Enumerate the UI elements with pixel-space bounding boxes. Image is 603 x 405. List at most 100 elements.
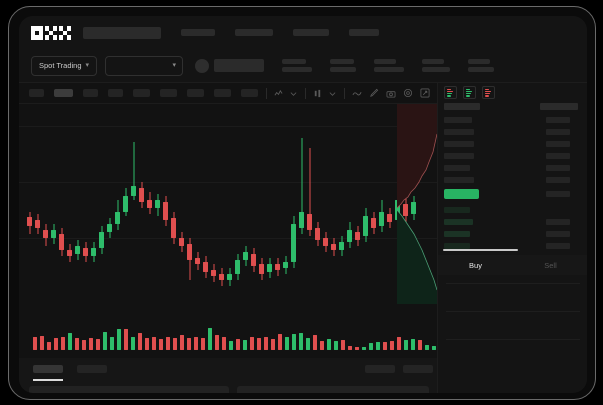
volume-bar bbox=[313, 335, 317, 350]
toolbar-divider bbox=[266, 87, 267, 99]
gridline bbox=[19, 126, 437, 127]
volume-bar bbox=[187, 338, 191, 350]
orderbook-ask-row[interactable] bbox=[444, 129, 474, 135]
logo-glyph-k bbox=[45, 25, 57, 40]
orderbook-ask-size bbox=[546, 177, 570, 183]
chevron-down-icon[interactable] bbox=[290, 90, 297, 97]
orderbook[interactable] bbox=[438, 103, 587, 249]
candle bbox=[187, 104, 192, 304]
candle bbox=[27, 104, 32, 304]
pair-select[interactable]: ▾ bbox=[105, 55, 184, 76]
timeframe-button-1[interactable] bbox=[29, 89, 44, 97]
nav-item-3[interactable] bbox=[293, 29, 329, 36]
orderbook-bid-row[interactable] bbox=[444, 243, 470, 249]
chart-toolbar bbox=[19, 83, 437, 104]
trading-mode-select[interactable]: Spot Trading ▾ bbox=[31, 55, 98, 76]
orderbook-bid-row[interactable] bbox=[444, 207, 470, 213]
bottom-card-2[interactable] bbox=[237, 386, 429, 393]
okx-logo-icon[interactable] bbox=[31, 25, 73, 40]
nav-item-4[interactable] bbox=[349, 29, 379, 36]
volume-bar bbox=[159, 339, 163, 350]
candlestick-chart[interactable] bbox=[19, 104, 437, 304]
orderbook-mode-bids-icon[interactable] bbox=[463, 86, 476, 99]
tab-sell[interactable]: Sell bbox=[544, 260, 557, 270]
volume-bar bbox=[131, 337, 135, 350]
orderbook-bid-row[interactable] bbox=[444, 219, 473, 225]
candle bbox=[403, 104, 408, 304]
volume-bar bbox=[278, 334, 282, 350]
bottom-action-2[interactable] bbox=[403, 365, 433, 373]
candle bbox=[99, 104, 104, 304]
orderbook-ask-row[interactable] bbox=[444, 177, 474, 183]
nav-item-1[interactable] bbox=[181, 29, 215, 36]
volume-bar bbox=[117, 329, 121, 350]
orderbook-ask-row[interactable] bbox=[444, 165, 470, 171]
volume-bar bbox=[236, 339, 240, 350]
gridline bbox=[19, 182, 437, 183]
bottom-tab-1[interactable] bbox=[33, 365, 63, 373]
orderbook-ask-row[interactable] bbox=[444, 141, 474, 147]
order-form-divider bbox=[446, 311, 580, 312]
top-navigation-bar bbox=[19, 16, 587, 49]
volume-bar bbox=[285, 337, 289, 350]
volume-bar bbox=[201, 338, 205, 350]
candle bbox=[83, 104, 88, 304]
timeframe-button-2[interactable] bbox=[54, 89, 73, 97]
orderbook-ask-size bbox=[546, 129, 570, 135]
orderbook-ask-size bbox=[546, 141, 570, 147]
orderbook-mode-asks-icon[interactable] bbox=[482, 86, 495, 99]
volume-bar bbox=[82, 340, 86, 350]
trading-mode-label: Spot Trading bbox=[39, 61, 82, 70]
volume-bar bbox=[33, 337, 37, 350]
orderbook-ask-row[interactable] bbox=[444, 153, 474, 159]
chart-type-icon[interactable] bbox=[313, 89, 322, 98]
fullscreen-icon[interactable] bbox=[420, 88, 430, 98]
settings-gear-icon[interactable] bbox=[403, 88, 413, 98]
toolbar-divider bbox=[344, 87, 345, 99]
orderbook-ask-size bbox=[546, 153, 570, 159]
toolbar-divider bbox=[305, 87, 306, 99]
candle bbox=[67, 104, 72, 304]
volume-histogram[interactable] bbox=[19, 304, 437, 358]
orderbook-scrollbar[interactable] bbox=[443, 249, 518, 251]
candle bbox=[171, 104, 176, 304]
candle bbox=[379, 104, 384, 304]
candle bbox=[179, 104, 184, 304]
orderbook-mode-both-icon[interactable] bbox=[444, 86, 457, 99]
ticker-stat-1 bbox=[282, 59, 313, 72]
timeframe-button-4[interactable] bbox=[108, 89, 123, 97]
timeframe-button-3[interactable] bbox=[83, 89, 98, 97]
volume-bar bbox=[138, 333, 142, 350]
volume-bar bbox=[390, 341, 394, 350]
bottom-tab-active-underline bbox=[33, 379, 63, 381]
search-input[interactable] bbox=[83, 26, 161, 39]
order-form-divider bbox=[446, 339, 580, 340]
timeframe-button-5[interactable] bbox=[133, 89, 150, 97]
indicators-icon[interactable] bbox=[274, 89, 283, 98]
timeframe-button-7[interactable] bbox=[187, 89, 204, 97]
volume-bar bbox=[418, 340, 422, 350]
orderbook-ask-row[interactable] bbox=[444, 117, 472, 123]
volume-bar bbox=[75, 338, 79, 350]
bottom-card-1[interactable] bbox=[29, 386, 229, 393]
brush-icon[interactable] bbox=[369, 88, 379, 98]
line-wave-icon[interactable] bbox=[352, 89, 362, 98]
ticker-stat-4 bbox=[422, 59, 451, 72]
timeframe-button-6[interactable] bbox=[160, 89, 177, 97]
camera-icon[interactable] bbox=[386, 89, 396, 98]
timeframe-button-9[interactable] bbox=[241, 89, 258, 97]
volume-bar bbox=[68, 333, 72, 350]
nav-item-2[interactable] bbox=[235, 29, 273, 36]
ticker-subheader: Spot Trading ▾ ▾ bbox=[19, 49, 587, 83]
bottom-action-1[interactable] bbox=[365, 365, 395, 373]
candle bbox=[155, 104, 160, 304]
volume-bar bbox=[152, 337, 156, 350]
tab-buy[interactable]: Buy bbox=[469, 260, 482, 270]
device-frame: Spot Trading ▾ ▾ bbox=[8, 6, 596, 400]
chevron-down-icon[interactable] bbox=[329, 90, 336, 97]
orderbook-bid-size bbox=[546, 231, 570, 237]
bottom-tab-2[interactable] bbox=[77, 365, 107, 373]
app-screen: Spot Trading ▾ ▾ bbox=[19, 16, 587, 393]
orderbook-bid-row[interactable] bbox=[444, 231, 470, 237]
timeframe-button-8[interactable] bbox=[214, 89, 231, 97]
